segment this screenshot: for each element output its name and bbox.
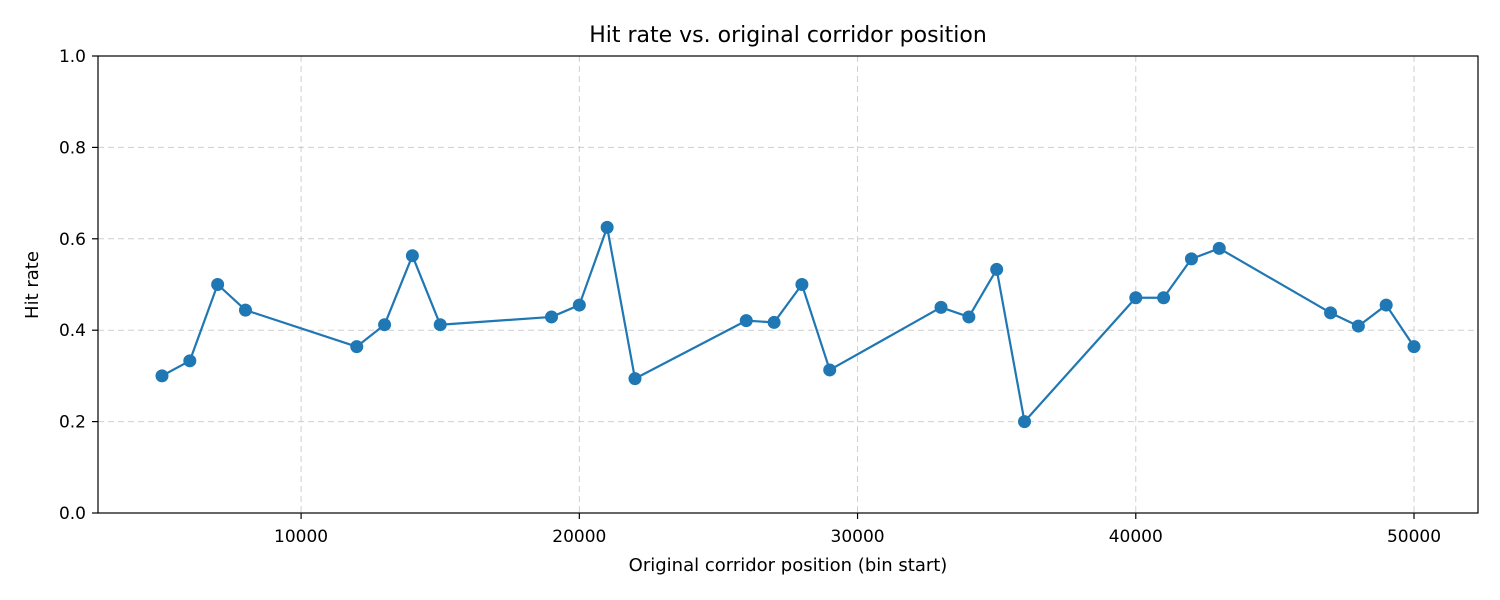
data-point bbox=[1407, 340, 1421, 354]
y-tick-label: 0.6 bbox=[59, 230, 86, 250]
data-point bbox=[211, 278, 225, 291]
data-point bbox=[572, 298, 586, 312]
data-point bbox=[990, 262, 1004, 276]
data-point bbox=[600, 220, 614, 234]
x-tick-label: 30000 bbox=[831, 527, 885, 547]
x-tick-label: 40000 bbox=[1109, 527, 1163, 547]
data-point bbox=[1212, 241, 1226, 255]
data-point bbox=[767, 315, 781, 329]
y-tick-label: 0.0 bbox=[59, 504, 86, 524]
data-point bbox=[1157, 291, 1171, 305]
data-point bbox=[1351, 319, 1365, 333]
y-tick-label: 1.0 bbox=[59, 47, 86, 67]
data-point bbox=[433, 318, 447, 332]
series-line bbox=[161, 226, 1415, 423]
data-point bbox=[739, 314, 753, 328]
y-axis-label: Hit rate bbox=[22, 251, 43, 319]
data-point bbox=[823, 363, 837, 377]
x-tick-label: 10000 bbox=[274, 527, 328, 547]
chart-title: Hit rate vs. original corridor position bbox=[589, 23, 987, 48]
plot-frame bbox=[97, 55, 1479, 514]
data-point bbox=[1017, 415, 1031, 429]
data-point bbox=[545, 310, 559, 324]
x-tick-label: 20000 bbox=[552, 527, 606, 547]
data-point bbox=[1129, 291, 1143, 305]
data-point bbox=[405, 249, 419, 263]
data-point bbox=[1379, 298, 1393, 312]
y-tick-label: 0.8 bbox=[59, 138, 86, 158]
data-point bbox=[350, 340, 364, 354]
data-point bbox=[934, 300, 948, 314]
data-point bbox=[628, 372, 642, 386]
grid-layer bbox=[98, 56, 1478, 513]
data-point bbox=[183, 354, 197, 368]
data-point bbox=[795, 278, 809, 291]
data-point bbox=[378, 318, 392, 332]
data-point bbox=[1324, 306, 1338, 320]
y-tick-label: 0.4 bbox=[59, 321, 86, 341]
series-layer bbox=[155, 220, 1421, 429]
y-tick-label: 0.2 bbox=[59, 413, 86, 433]
x-axis-label: Original corridor position (bin start) bbox=[629, 555, 948, 576]
data-point bbox=[1184, 252, 1198, 266]
data-point bbox=[155, 369, 169, 383]
x-tick-label: 50000 bbox=[1387, 527, 1441, 547]
ticks-layer: 10000 20000 30000 40000 50000 0.0 0.2 0.4 0.6 0.8… bbox=[59, 47, 1441, 547]
data-point bbox=[238, 303, 252, 317]
data-point bbox=[962, 310, 976, 324]
